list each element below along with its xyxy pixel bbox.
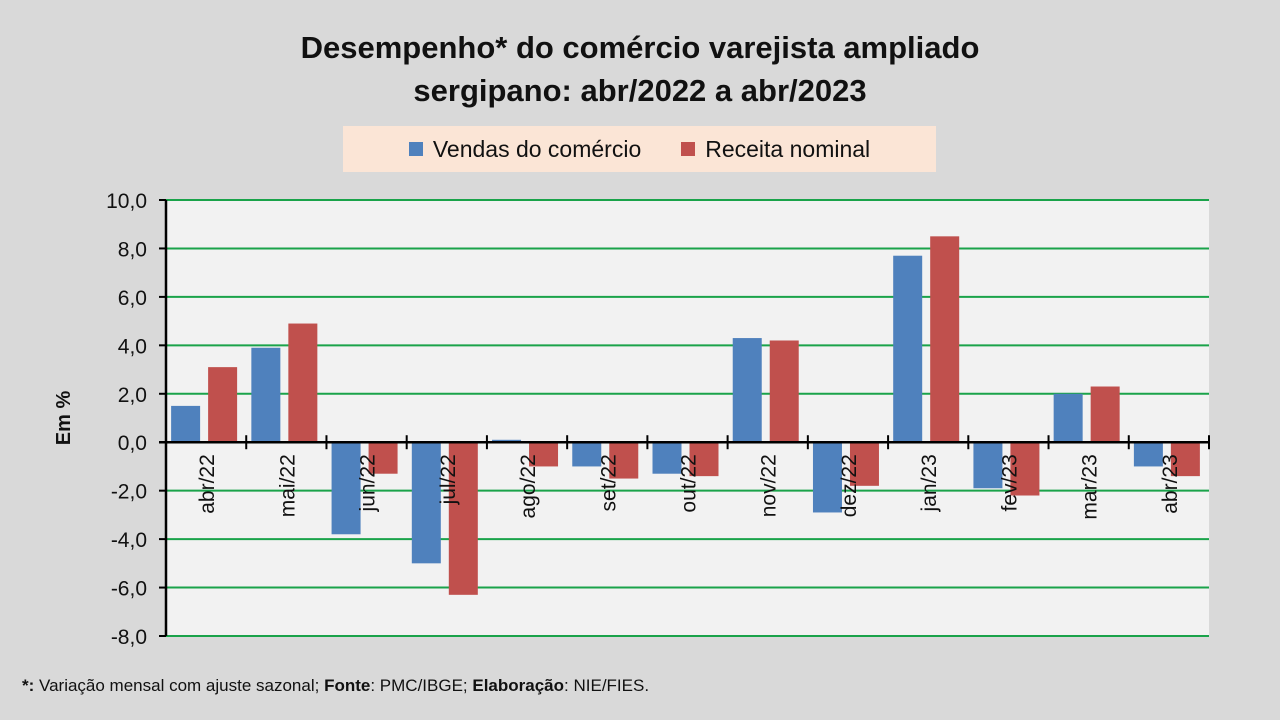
y-tick-labels: 10,0 8,0 6,0 4,0 2,0 0,0 -2,0 -4,0 -6,0 -8,0 (106, 190, 147, 649)
bars (171, 236, 1200, 595)
y-tick-label: -2,0 (111, 481, 147, 504)
y-tick-label: 10,0 (106, 190, 147, 213)
x-tick-label: set/22 (597, 454, 620, 511)
bar-receita-abr-22 (208, 367, 238, 443)
y-tick-label: 8,0 (118, 238, 147, 261)
bar-receita-jul-22 (448, 442, 478, 595)
bar-receita-fev-23 (1010, 442, 1040, 496)
bar-receita-ago-22 (529, 442, 559, 467)
bar-vendas-jun-22 (331, 442, 361, 535)
x-tick-label: out/22 (678, 454, 701, 512)
y-tick-label: 2,0 (118, 384, 147, 407)
x-tick-label: jan/23 (918, 454, 941, 512)
axes (159, 199, 1210, 637)
y-tick-label: -6,0 (111, 578, 147, 601)
bar-receita-mar-23 (1090, 386, 1120, 443)
bar-vendas-abr-23 (1133, 442, 1163, 467)
footnote-elaboracao-label: Elaboração (472, 676, 565, 695)
y-axis-label: Em % (53, 391, 75, 446)
legend-swatch-receita (681, 142, 696, 156)
x-tick-label: dez/22 (838, 454, 861, 517)
x-tick-label: jun/22 (357, 454, 380, 512)
legend-item-receita: Receita nominal (681, 136, 870, 163)
bar-receita-nov-22 (769, 340, 799, 443)
legend-label-vendas: Vendas do comércio (432, 135, 642, 162)
y-tick-label: -4,0 (111, 529, 147, 552)
x-tick-label: nov/22 (758, 454, 781, 517)
bar-vendas-nov-22 (732, 338, 762, 443)
bar-vendas-mai-22 (251, 347, 281, 443)
bar-vendas-jan-23 (893, 255, 923, 443)
footnote-star: *: (22, 676, 35, 695)
bar-receita-abr-23 (1170, 442, 1200, 477)
x-tick-label: abr/22 (196, 454, 219, 514)
x-tick-label: mar/23 (1079, 454, 1102, 519)
bar-receita-set-22 (609, 442, 639, 479)
bar-vendas-fev-23 (973, 442, 1003, 489)
legend-swatch-vendas (408, 142, 423, 156)
bar-vendas-jul-22 (411, 442, 441, 564)
footnote: *: Variação mensal com ajuste sazonal; F… (22, 676, 649, 696)
footnote-text-3: : NIE/FIES. (564, 676, 650, 695)
x-tick-labels: abr/22 mai/22 jun/22 jul/22 ago/22 set/22 out/… (196, 454, 1182, 519)
bar-receita-jun-22 (368, 442, 398, 474)
x-tick-label: jul/22 (437, 454, 460, 505)
y-tick-label: 4,0 (118, 335, 147, 358)
chart-title-line-2: sergipano: abr/2022 a abr/2023 (413, 73, 867, 108)
bar-vendas-set-22 (572, 442, 602, 467)
bar-vendas-dez-22 (812, 442, 842, 513)
bar-receita-mai-22 (288, 323, 318, 443)
footnote-fonte-label: Fonte (324, 676, 371, 695)
y-tick-label: -8,0 (111, 626, 147, 649)
footnote-text-1: Variação mensal com ajuste sazonal; (34, 676, 325, 695)
chart-title-line-1: Desempenho* do comércio varejista amplia… (300, 30, 980, 65)
x-tick-label: mai/22 (276, 454, 299, 517)
x-tick-label: ago/22 (517, 454, 540, 518)
bar-receita-jan-23 (930, 236, 960, 443)
bar-vendas-out-22 (652, 442, 682, 474)
y-tick-label: 0,0 (118, 432, 147, 455)
bar-receita-out-22 (689, 442, 719, 477)
bar-receita-dez-22 (849, 442, 879, 486)
gridlines (166, 199, 1209, 637)
legend-label-receita: Receita nominal (705, 135, 871, 162)
chart-title: Desempenho* do comércio varejista amplia… (0, 26, 1280, 112)
x-tick-label: abr/23 (1159, 454, 1182, 514)
plot-area (166, 200, 1209, 636)
bar-vendas-abr-22 (171, 405, 201, 443)
legend-item-vendas: Vendas do comércio (408, 135, 642, 163)
bar-vendas-mar-23 (1053, 393, 1083, 443)
y-tick-label: 6,0 (118, 287, 147, 310)
bar-chart: 10,0 8,0 6,0 4,0 2,0 0,0 -2,0 -4,0 -6,0 -8,0 abr/… (53, 190, 1210, 649)
footnote-text-2: : PMC/IBGE; (370, 676, 473, 695)
x-tick-label: fev/23 (998, 454, 1021, 511)
chart-legend: Vendas do comércio Receita nominal (343, 126, 936, 172)
